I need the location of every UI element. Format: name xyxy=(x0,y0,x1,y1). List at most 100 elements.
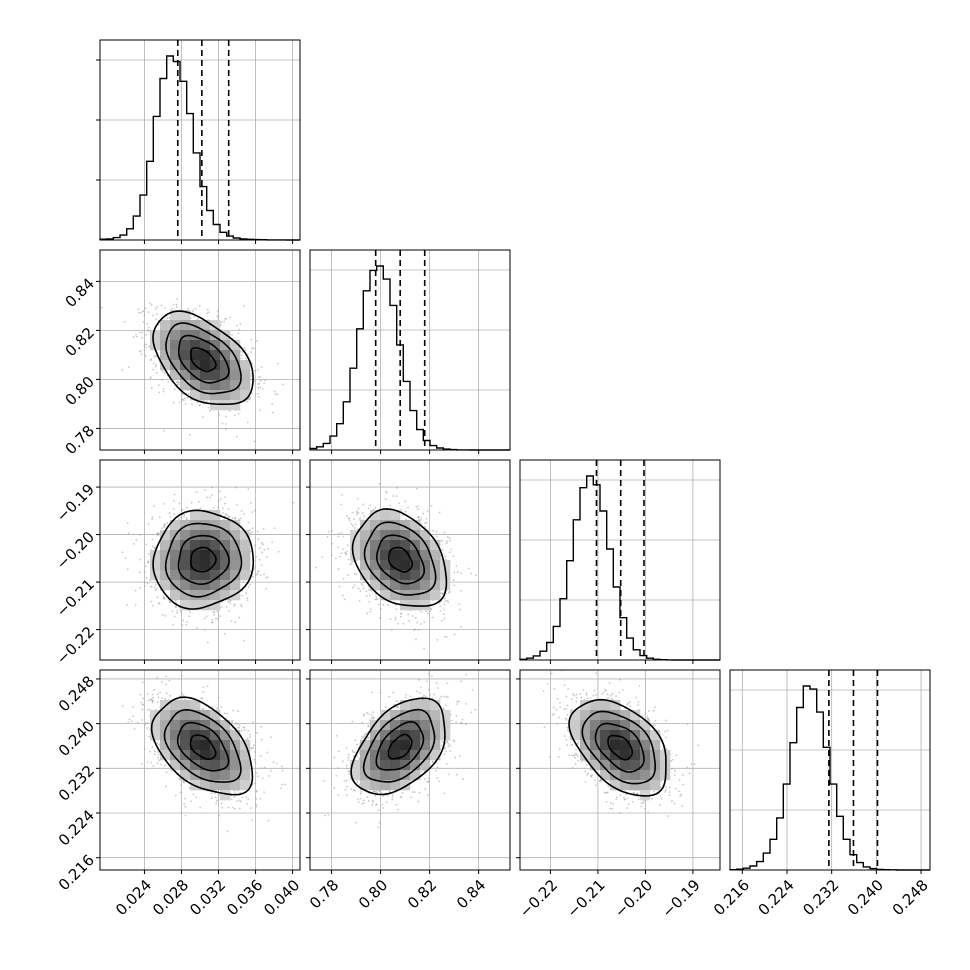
scatter-point xyxy=(445,636,448,638)
density-cell xyxy=(170,570,181,581)
scatter-point xyxy=(234,486,237,489)
scatter-point xyxy=(199,507,202,510)
scatter-point xyxy=(352,511,354,514)
density-cell xyxy=(210,400,221,411)
scatter-point xyxy=(207,311,210,314)
scatter-point xyxy=(199,403,202,406)
scatter-point xyxy=(228,410,231,412)
scatter-point xyxy=(233,603,236,606)
scatter-point xyxy=(139,350,141,353)
scatter-point xyxy=(441,619,444,622)
density-cell xyxy=(190,590,201,601)
scatter-point xyxy=(154,365,157,368)
density-cell xyxy=(210,340,221,351)
scatter-point xyxy=(185,623,188,626)
density-cell xyxy=(210,600,221,611)
scatter-point xyxy=(246,400,249,403)
scatter-point xyxy=(189,433,191,436)
scatter-point xyxy=(375,595,378,598)
scatter-point xyxy=(149,302,152,305)
scatter-point xyxy=(176,611,179,614)
scatter-point xyxy=(142,321,145,323)
scatter-point xyxy=(151,516,154,519)
density-cell xyxy=(160,330,171,341)
scatter-point xyxy=(249,533,252,535)
density-cell xyxy=(170,370,181,381)
scatter-point xyxy=(426,612,429,615)
scatter-point xyxy=(150,585,153,588)
scatter-point xyxy=(223,502,226,505)
scatter-point xyxy=(175,303,178,306)
density-cell xyxy=(150,330,161,341)
density-cell xyxy=(190,380,201,391)
scatter-point xyxy=(439,610,442,613)
scatter-point xyxy=(134,604,137,606)
scatter-point xyxy=(178,502,181,505)
scatter-point xyxy=(396,486,398,489)
density-cell xyxy=(210,540,221,551)
density-cell xyxy=(170,350,181,361)
density-cell xyxy=(170,310,181,321)
scatter-point xyxy=(224,428,227,431)
density-cell xyxy=(190,510,201,521)
density-cell xyxy=(160,530,171,541)
scatter-point xyxy=(360,583,363,585)
scatter-point xyxy=(224,515,227,518)
scatter-point xyxy=(255,556,257,558)
scatter-point xyxy=(217,506,220,509)
scatter-point xyxy=(227,515,230,518)
scatter-point xyxy=(240,354,243,357)
scatter-point xyxy=(151,538,154,541)
scatter-point xyxy=(135,333,137,336)
scatter-point xyxy=(273,527,276,530)
scatter-point xyxy=(150,387,153,389)
scatter-point xyxy=(189,611,191,613)
scatter-point xyxy=(181,393,184,396)
scatter-point xyxy=(458,603,461,606)
scatter-point xyxy=(389,504,392,507)
scatter-point xyxy=(261,551,264,554)
density-cell xyxy=(240,380,251,391)
scatter-point xyxy=(417,505,420,508)
scatter-point xyxy=(450,548,453,551)
scatter-point xyxy=(426,510,429,512)
scatter-point xyxy=(399,615,402,618)
scatter-point xyxy=(374,598,377,601)
scatter-point xyxy=(444,599,447,602)
scatter-point xyxy=(448,591,451,594)
scatter-point xyxy=(246,597,249,600)
scatter-point xyxy=(355,513,358,516)
scatter-point xyxy=(237,332,240,335)
scatter-point xyxy=(202,416,204,418)
scatter-point xyxy=(348,517,350,520)
scatter-point xyxy=(154,589,157,592)
density-cell xyxy=(180,550,191,561)
density-cell xyxy=(190,550,201,561)
scatter-point xyxy=(234,517,237,520)
scatter-point xyxy=(174,388,176,390)
scatter-point xyxy=(123,321,126,323)
density-cell xyxy=(200,580,211,591)
scatter-point xyxy=(139,558,142,561)
scatter-point xyxy=(160,304,163,307)
scatter-point xyxy=(136,335,138,338)
scatter-point xyxy=(260,366,263,369)
scatter-point xyxy=(156,305,159,308)
scatter-point xyxy=(224,512,227,515)
scatter-point xyxy=(254,574,257,577)
scatter-point xyxy=(356,497,359,500)
density-cell xyxy=(180,370,191,381)
density-cell xyxy=(190,520,201,531)
density-cell xyxy=(200,320,211,331)
scatter-point xyxy=(179,516,182,519)
scatter-point xyxy=(238,518,240,521)
scatter-point xyxy=(211,621,214,624)
scatter-point xyxy=(429,610,431,613)
scatter-point xyxy=(432,529,435,532)
scatter-point xyxy=(139,534,141,536)
scatter-point xyxy=(458,608,461,611)
panel-content xyxy=(315,483,478,650)
scatter-point xyxy=(154,354,157,357)
scatter-point xyxy=(239,322,242,325)
scatter-point xyxy=(446,536,449,538)
